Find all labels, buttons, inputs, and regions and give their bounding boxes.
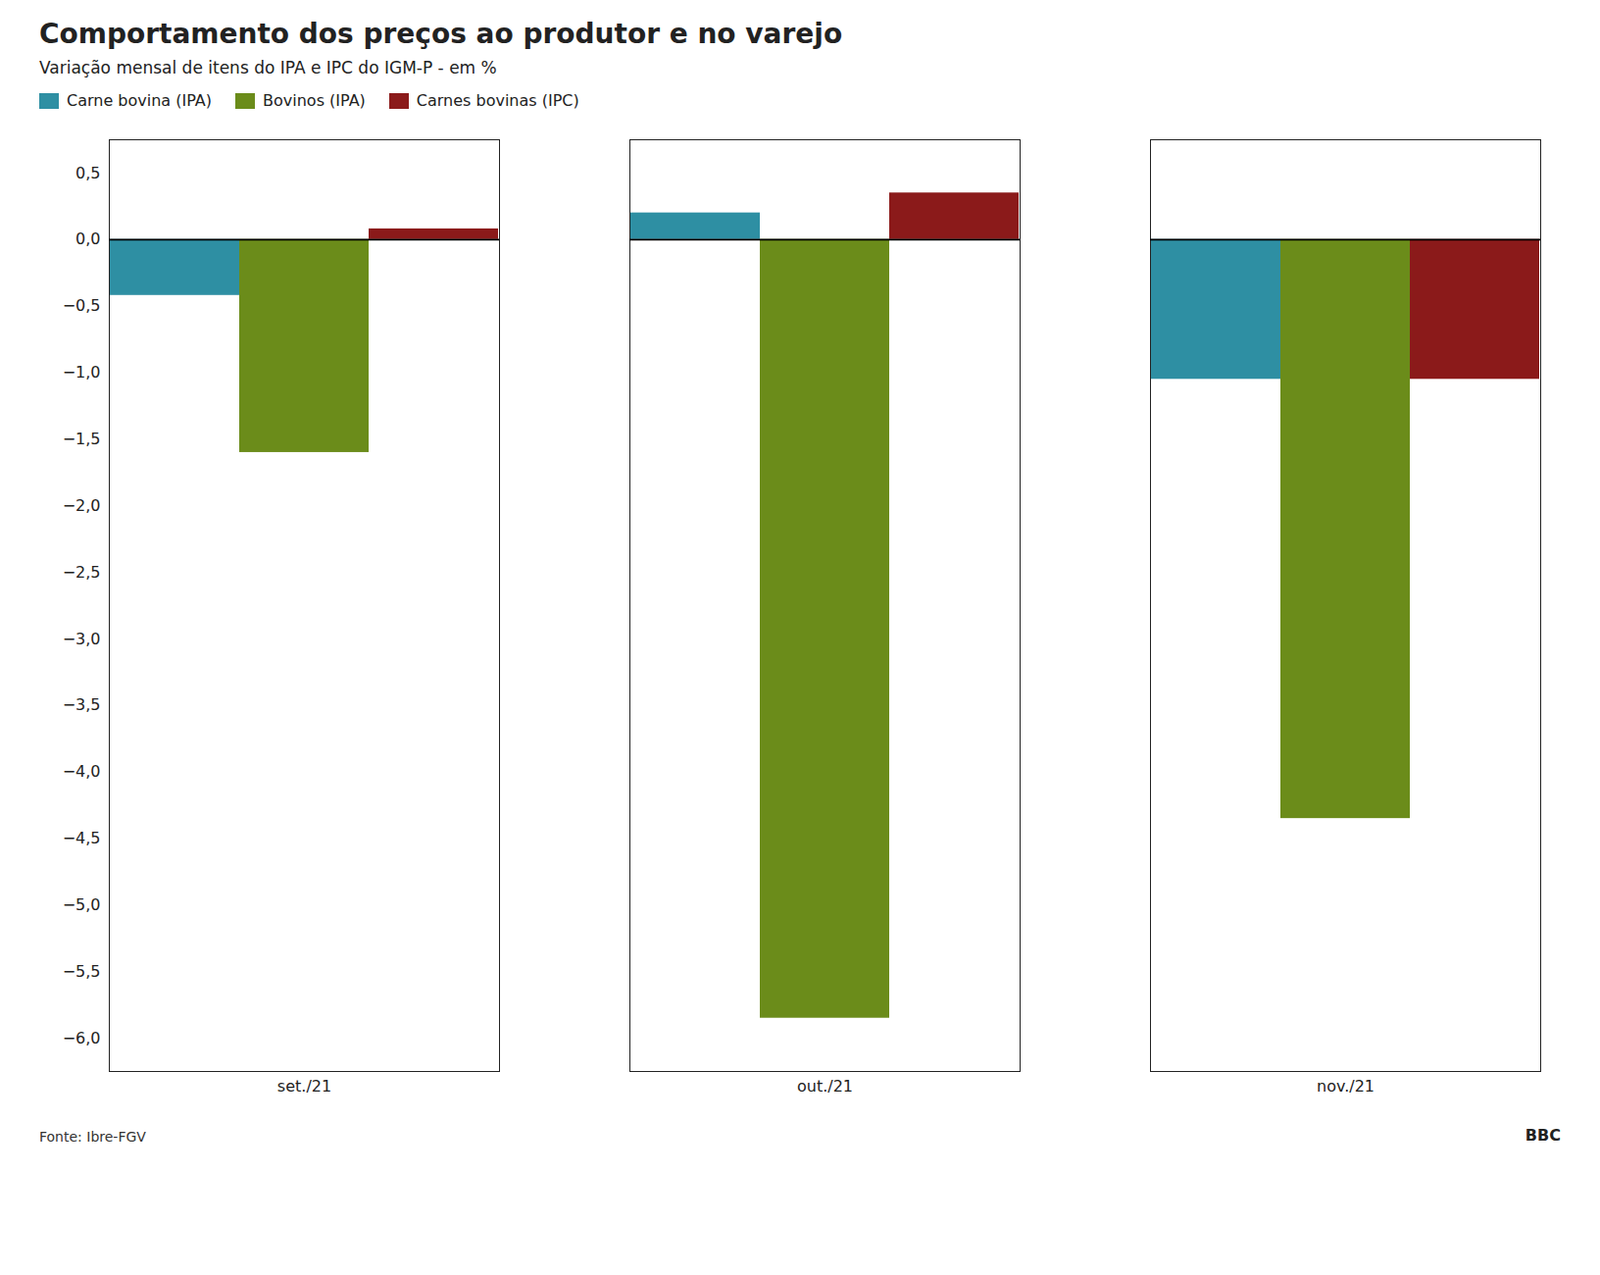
html-text:BBC: BBC — [1525, 1125, 1561, 1145]
html-text:Fonte: Ibre-FGV: Fonte: Ibre-FGV — [39, 1128, 146, 1145]
html-text:Variação mensal de itens do IP: Variação mensal de itens do IPA e IPC do… — [39, 57, 497, 78]
svg-text:−1,5: −1,5 — [62, 429, 101, 449]
svg-text:−1,0: −1,0 — [62, 362, 101, 382]
svg-text:−5,0: −5,0 — [62, 895, 101, 914]
svg-text:−2,0: −2,0 — [62, 496, 101, 515]
svg-text:−6,0: −6,0 — [62, 1028, 101, 1048]
svg-text:set./21: set./21 — [277, 1076, 332, 1096]
html-text:Comportamento dos preços ao pr: Comportamento dos preços ao produtor e n… — [39, 17, 843, 50]
svg-text:−4,5: −4,5 — [62, 828, 101, 848]
svg-text:−5,5: −5,5 — [62, 961, 101, 981]
svg-text:−4,0: −4,0 — [62, 761, 101, 781]
html-text:Bovinos (IPA): Bovinos (IPA) — [262, 91, 366, 110]
svg-text:nov./21: nov./21 — [1316, 1076, 1375, 1096]
svg-text:−0,5: −0,5 — [62, 296, 101, 315]
svg-text:0,0: 0,0 — [75, 229, 100, 249]
html-text:Carnes bovinas (IPC): Carnes bovinas (IPC) — [416, 91, 580, 110]
svg-text:0,5: 0,5 — [75, 163, 100, 183]
svg-text:−3,0: −3,0 — [62, 629, 101, 649]
html-text:Carne bovina (IPA): Carne bovina (IPA) — [66, 91, 212, 110]
svg-text:−3,5: −3,5 — [62, 695, 101, 714]
svg-text:out./21: out./21 — [797, 1076, 853, 1096]
svg-text:−2,5: −2,5 — [62, 562, 101, 582]
